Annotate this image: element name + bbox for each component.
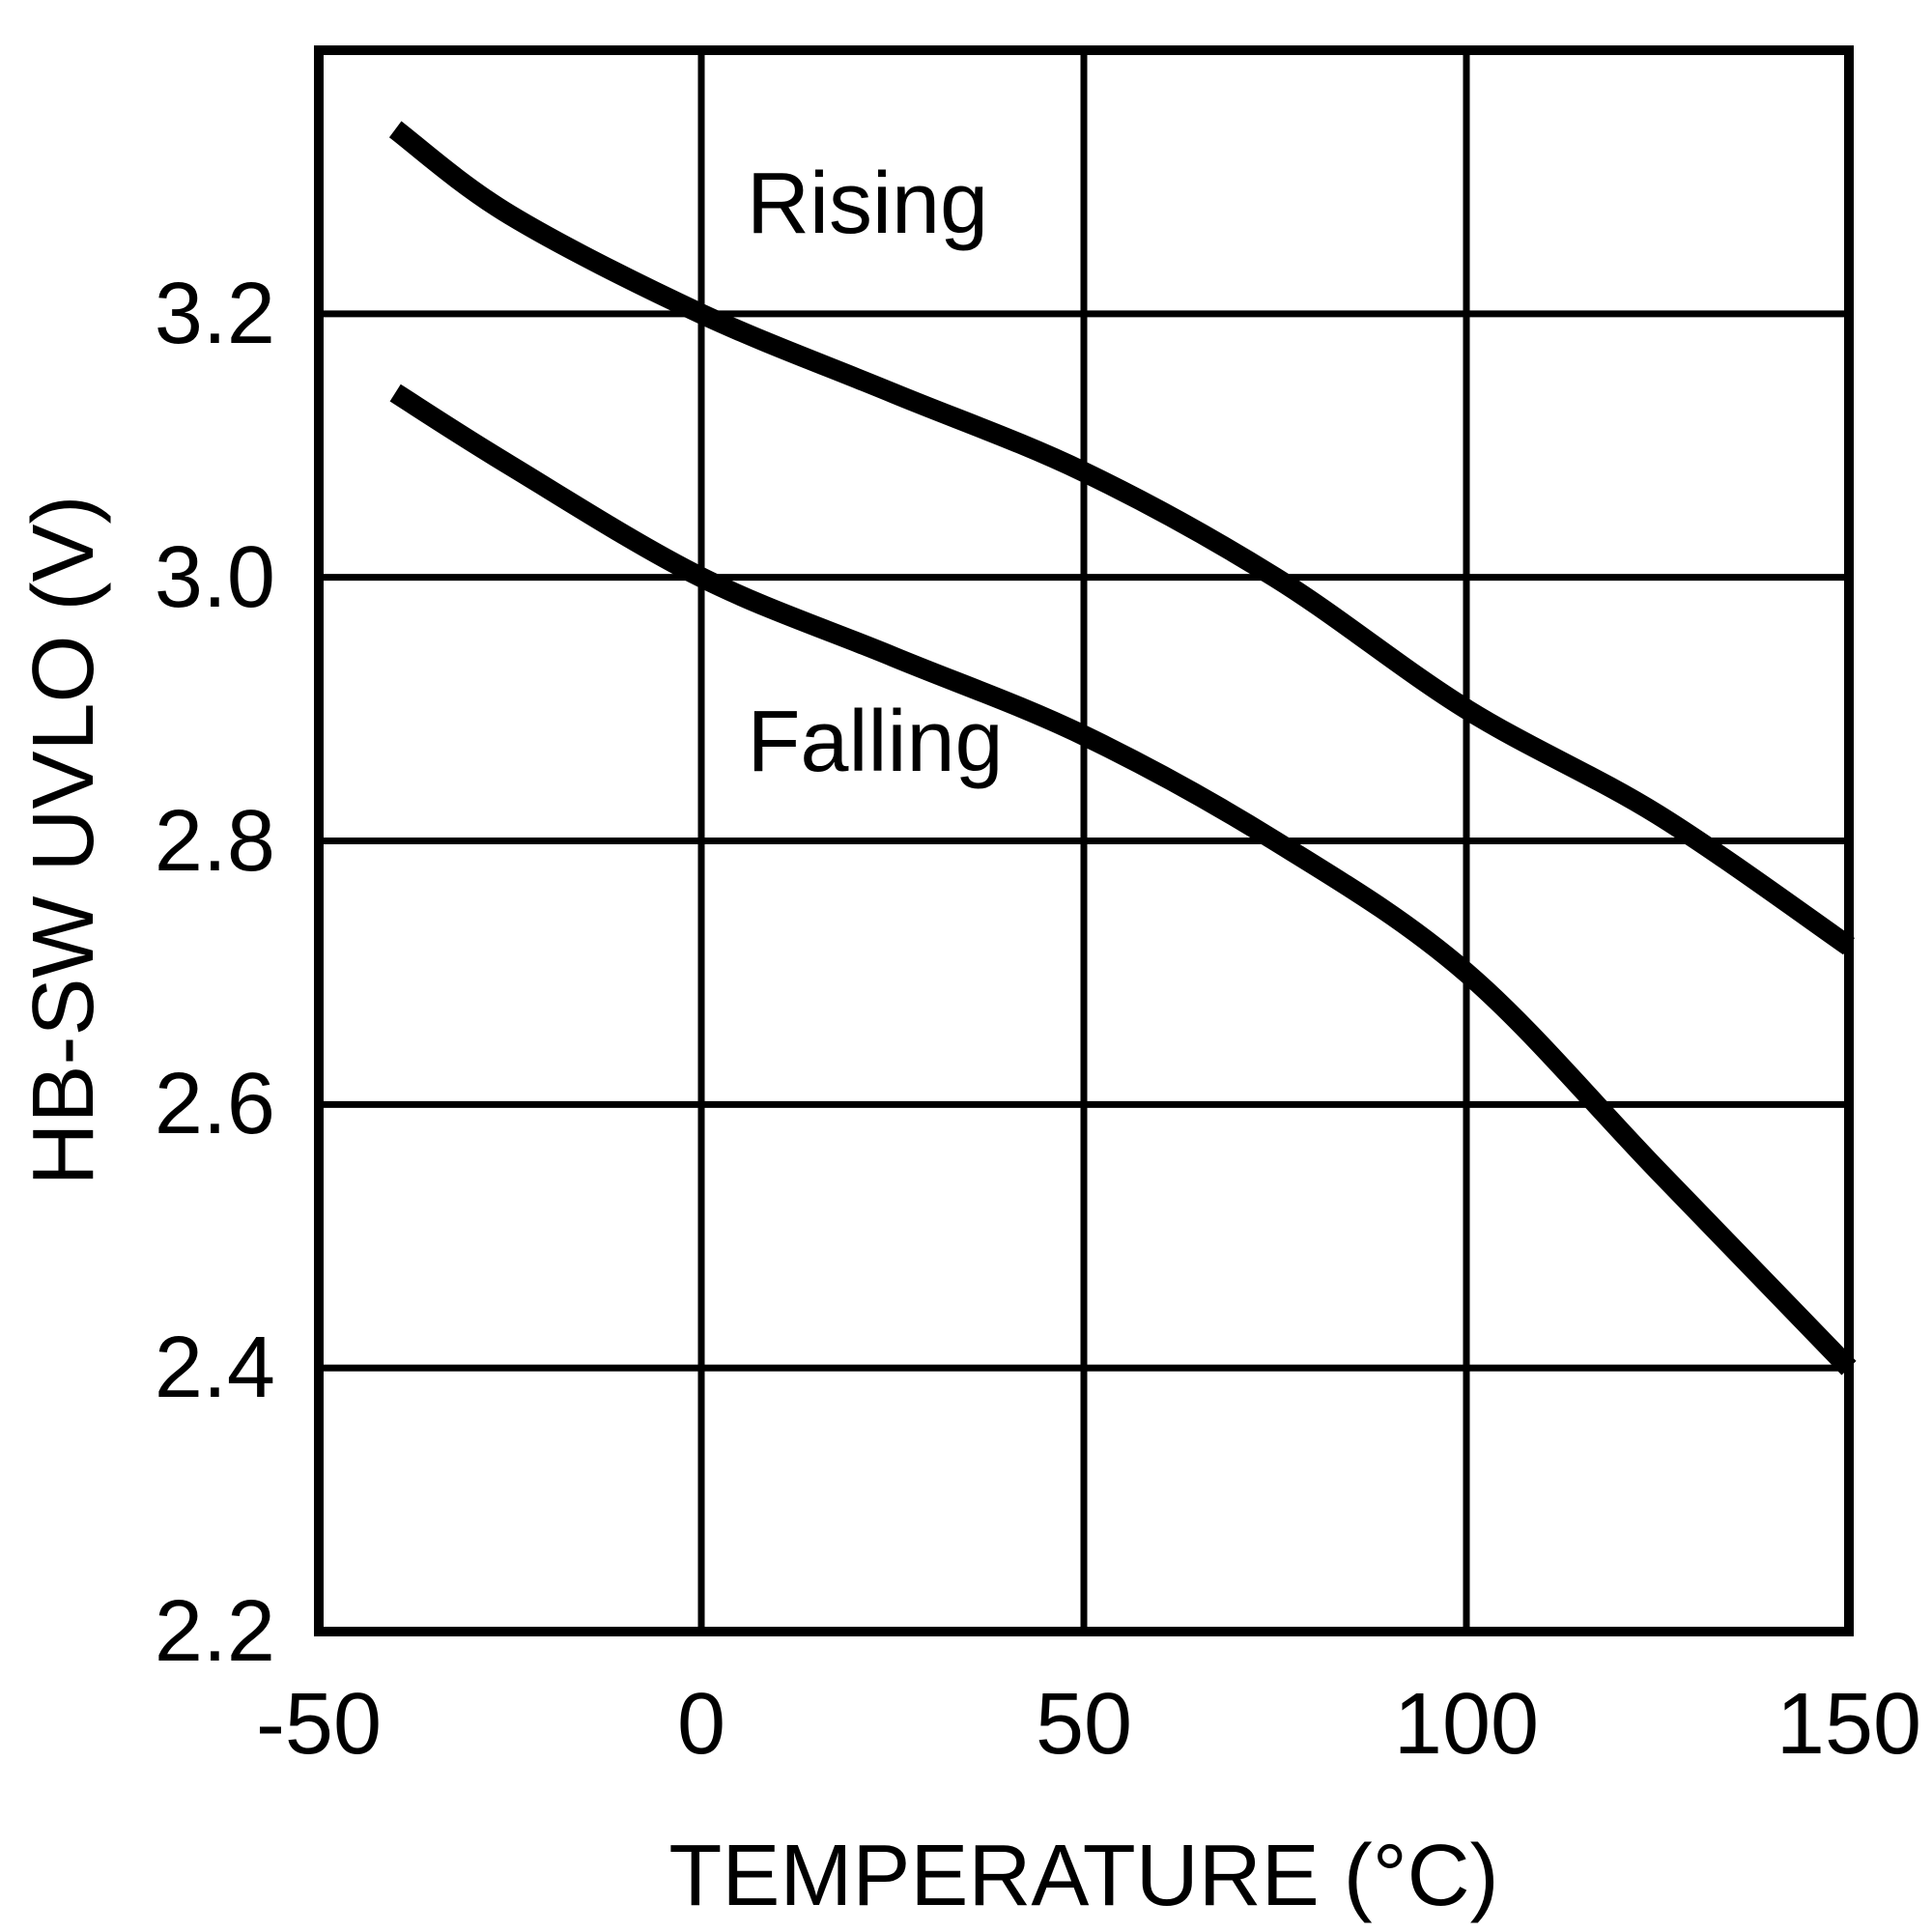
y-axis-title: HB-SW UVLO (V)	[15, 495, 112, 1186]
falling-curve-label: Falling	[747, 694, 1004, 790]
x-tick-label-50: 50	[1035, 1676, 1133, 1773]
y-tick-label-2.8: 2.8	[154, 792, 275, 890]
plot-border	[314, 45, 1854, 1636]
y-tick-label-2.2: 2.2	[154, 1583, 275, 1680]
y-tick-label-2.6: 2.6	[154, 1056, 275, 1153]
x-axis-title: TEMPERATURE (°C)	[668, 1828, 1499, 1924]
falling-curve	[389, 384, 1857, 1376]
x-tick-label--50: -50	[255, 1676, 383, 1773]
rising-curve-label: Rising	[746, 156, 989, 252]
x-tick-label-150: 150	[1776, 1676, 1922, 1773]
x-tick-label-0: 0	[676, 1676, 726, 1773]
x-tick-label-100: 100	[1393, 1676, 1540, 1773]
y-tick-label-2.4: 2.4	[154, 1320, 275, 1417]
y-tick-label-3.0: 3.0	[154, 528, 275, 626]
rising-curve	[388, 121, 1855, 955]
y-tick-label-3.2: 3.2	[154, 265, 275, 362]
